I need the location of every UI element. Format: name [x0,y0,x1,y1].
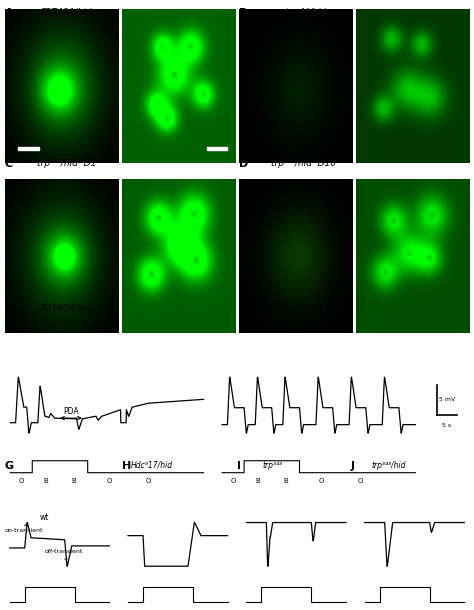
Text: B: B [255,478,260,484]
Text: B: B [44,478,48,484]
Text: O: O [146,478,151,484]
Text: A: A [5,8,13,18]
Bar [207,148,228,151]
Text: FRT40A/hid: FRT40A/hid [41,304,92,313]
Text: B: B [283,478,288,484]
Text: F: F [239,304,247,314]
Text: D: D [239,159,249,168]
Text: 5 s: 5 s [442,423,451,428]
Text: H: H [122,461,132,470]
Text: ninaA¹/hid: ninaA¹/hid [280,8,327,17]
Text: B: B [239,8,248,18]
Text: J: J [351,461,355,470]
Text: B: B [72,478,76,484]
Text: trp³⁴³: trp³⁴³ [263,461,283,470]
Bar [18,148,39,151]
Text: O: O [18,478,24,484]
Text: 5 mV: 5 mV [438,397,455,402]
Text: PDA: PDA [63,407,79,416]
Text: E: E [5,304,12,314]
Text: O: O [319,478,324,484]
Text: off-transient: off-transient [45,549,83,561]
Text: FRT40A/hid: FRT40A/hid [41,8,92,17]
Text: trp³⁴³/hid  D1: trp³⁴³/hid D1 [36,159,96,168]
Text: trp³⁴³/hid  D10: trp³⁴³/hid D10 [271,159,336,168]
Text: I: I [237,461,241,470]
Text: trp³⁴³/hid: trp³⁴³/hid [372,461,406,470]
Text: C: C [5,159,13,168]
Text: Hdcᴲ17/hid: Hdcᴲ17/hid [131,461,173,470]
Text: G: G [5,461,14,470]
Text: wt: wt [40,514,49,522]
Text: O: O [357,478,363,484]
Text: O: O [107,478,112,484]
Text: on-transient: on-transient [5,524,43,533]
Text: ninaA¹/hid: ninaA¹/hid [275,304,322,313]
Text: O: O [230,478,236,484]
